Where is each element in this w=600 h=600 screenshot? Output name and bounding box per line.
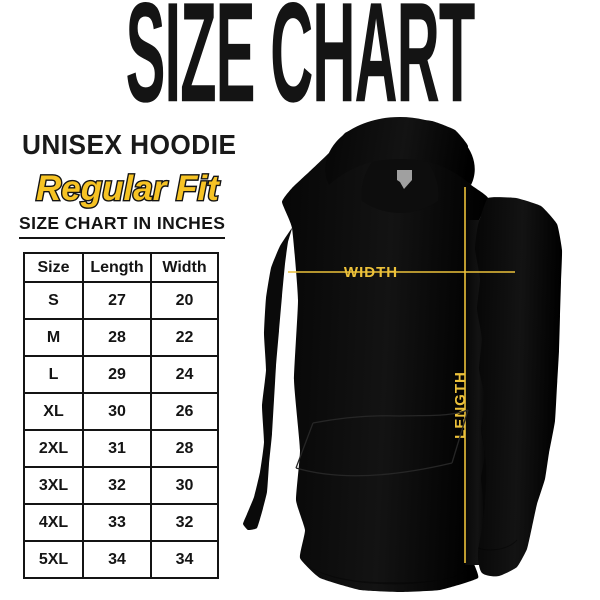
svg-text:LENGTH: LENGTH: [452, 371, 469, 439]
svg-text:WIDTH: WIDTH: [344, 264, 398, 281]
